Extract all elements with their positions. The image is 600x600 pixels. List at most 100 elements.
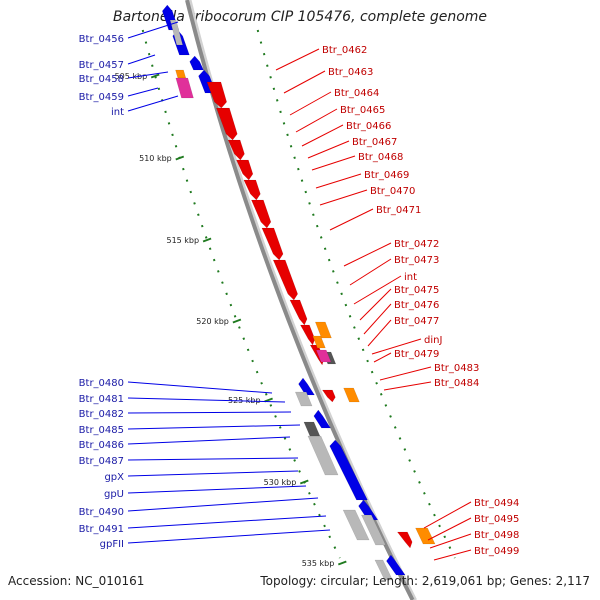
reverse-gene bbox=[243, 179, 261, 201]
scale-tick-mark bbox=[175, 155, 185, 161]
right-label-leader bbox=[343, 242, 392, 267]
forward-gene bbox=[329, 439, 368, 501]
rna-gene bbox=[312, 335, 326, 349]
scale-tick-mark bbox=[337, 560, 347, 566]
right-gene-label: int bbox=[404, 272, 417, 283]
inner-tick-dots bbox=[141, 29, 341, 559]
left-gene-label: Btr_0487 bbox=[79, 456, 124, 467]
right-label-leader bbox=[373, 352, 392, 363]
right-gene-label: dinJ bbox=[424, 335, 442, 346]
right-gene-label: Btr_0465 bbox=[340, 105, 385, 116]
right-gene-label: Btr_0464 bbox=[334, 88, 379, 99]
left-gene-label: Btr_0482 bbox=[79, 409, 124, 420]
reverse-gene bbox=[396, 531, 413, 549]
left-label-leader bbox=[127, 54, 156, 65]
right-label-leader bbox=[429, 533, 472, 549]
right-gene-label: Btr_0467 bbox=[352, 137, 397, 148]
right-label-leader bbox=[433, 549, 472, 561]
left-gene-label: Btr_0490 bbox=[79, 507, 124, 518]
right-gene-label: Btr_0499 bbox=[474, 546, 519, 557]
reverse-gene bbox=[289, 299, 308, 326]
right-label-leader bbox=[353, 275, 402, 305]
trna-gene bbox=[175, 77, 194, 99]
reverse-gene bbox=[321, 389, 336, 403]
left-gene-label: Btr_0458 bbox=[79, 74, 124, 85]
right-label-leader bbox=[363, 303, 392, 335]
forward-gene bbox=[298, 377, 315, 396]
right-label-leader bbox=[295, 108, 338, 133]
left-label-leader bbox=[127, 497, 319, 512]
left-label-leader bbox=[127, 95, 179, 112]
right-label-leader bbox=[311, 155, 356, 171]
forward-gene bbox=[313, 409, 331, 429]
right-label-leader bbox=[379, 366, 432, 381]
left-gene-label: gpFII bbox=[100, 539, 124, 550]
left-gene-label: Btr_0480 bbox=[79, 378, 124, 389]
left-label-leader bbox=[127, 470, 299, 477]
right-gene-label: Btr_0463 bbox=[328, 67, 373, 78]
rna-gene bbox=[343, 387, 360, 403]
other-gene bbox=[303, 421, 321, 437]
right-label-leader bbox=[423, 501, 472, 529]
right-gene-label: Btr_0494 bbox=[474, 498, 519, 509]
trna-gene bbox=[315, 349, 332, 363]
reverse-gene bbox=[236, 159, 254, 181]
left-label-leader bbox=[127, 87, 159, 97]
rna-gene bbox=[314, 321, 332, 339]
scale-tick-label: 520 kbp bbox=[196, 317, 229, 326]
right-gene-label: Btr_0468 bbox=[358, 152, 403, 163]
left-gene-label: gpU bbox=[104, 489, 124, 500]
right-gene-label: Btr_0483 bbox=[434, 363, 479, 374]
left-label-leader bbox=[127, 457, 299, 461]
right-gene-label: Btr_0479 bbox=[394, 349, 439, 360]
right-label-leader bbox=[427, 517, 472, 541]
accession-text: Accession: NC_010161 bbox=[8, 574, 145, 588]
right-label-leader bbox=[283, 70, 326, 94]
right-label-leader bbox=[275, 48, 320, 71]
reverse-gene bbox=[206, 81, 227, 109]
rna-gene bbox=[175, 69, 187, 79]
scale-tick-mark bbox=[299, 479, 309, 485]
right-label-leader bbox=[307, 140, 350, 159]
rna-gene bbox=[415, 527, 436, 545]
left-label-leader bbox=[127, 529, 331, 544]
right-label-leader bbox=[371, 338, 422, 355]
pseudo-gene bbox=[294, 391, 313, 407]
right-gene-label: Btr_0469 bbox=[364, 170, 409, 181]
left-label-leader bbox=[127, 381, 273, 394]
left-label-leader bbox=[127, 411, 292, 414]
left-label-leader bbox=[127, 515, 327, 529]
left-gene-label: gpX bbox=[104, 472, 124, 483]
right-gene-label: Btr_0475 bbox=[394, 285, 439, 296]
reverse-gene bbox=[251, 199, 272, 229]
left-gene-label: Btr_0485 bbox=[79, 425, 124, 436]
right-gene-label: Btr_0473 bbox=[394, 255, 439, 266]
left-label-leader bbox=[127, 397, 286, 403]
reverse-gene bbox=[227, 139, 245, 161]
left-gene-label: Btr_0456 bbox=[79, 34, 124, 45]
right-gene-label: Btr_0498 bbox=[474, 530, 519, 541]
reverse-gene bbox=[272, 259, 298, 301]
left-gene-label: Btr_0491 bbox=[79, 524, 124, 535]
pseudo-gene bbox=[342, 509, 370, 541]
right-gene-label: Btr_0484 bbox=[434, 378, 479, 389]
right-gene-label: Btr_0466 bbox=[346, 121, 391, 132]
left-label-leader bbox=[127, 71, 169, 79]
reverse-gene bbox=[261, 227, 284, 261]
left-label-leader bbox=[127, 485, 307, 494]
scale-tick-label: 535 kbp bbox=[302, 559, 335, 568]
scale-tick-mark bbox=[150, 73, 160, 79]
right-label-leader bbox=[359, 288, 392, 321]
right-gene-label: Btr_0471 bbox=[376, 205, 421, 216]
outer-tick-dots bbox=[256, 29, 456, 559]
scale-tick-mark bbox=[264, 397, 273, 403]
pseudo-gene bbox=[169, 19, 184, 46]
forward-gene bbox=[386, 554, 406, 576]
right-gene-label: Btr_0477 bbox=[394, 316, 439, 327]
right-label-leader bbox=[367, 319, 392, 347]
right-label-leader bbox=[315, 173, 362, 189]
left-label-leader bbox=[127, 436, 291, 445]
right-label-leader bbox=[319, 189, 368, 206]
pseudo-gene bbox=[374, 559, 393, 581]
